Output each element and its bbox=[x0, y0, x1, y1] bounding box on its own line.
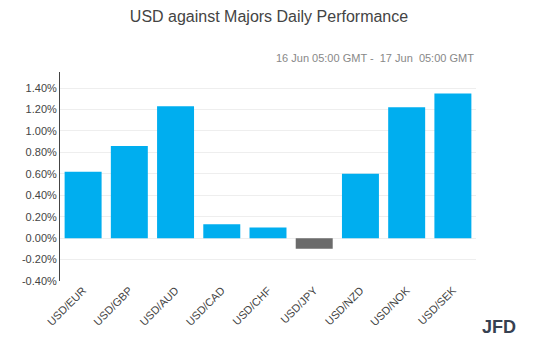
svg-text:USD/EUR: USD/EUR bbox=[45, 284, 89, 328]
svg-text:USD/GBP: USD/GBP bbox=[91, 284, 134, 327]
svg-text:0.00%: 0.00% bbox=[26, 232, 57, 244]
svg-text:-0.40%: -0.40% bbox=[22, 275, 57, 287]
svg-text:USD/AUD: USD/AUD bbox=[137, 284, 181, 328]
svg-text:0.80%: 0.80% bbox=[26, 146, 57, 158]
svg-text:USD/SEK: USD/SEK bbox=[416, 284, 459, 327]
svg-text:JFD: JFD bbox=[482, 317, 516, 337]
svg-text:USD against Majors Daily Perfo: USD against Majors Daily Performance bbox=[130, 8, 408, 25]
svg-text:USD/JPY: USD/JPY bbox=[278, 284, 320, 326]
svg-text:1.20%: 1.20% bbox=[26, 103, 57, 115]
svg-text:1.00%: 1.00% bbox=[26, 125, 57, 137]
svg-text:-0.20%: -0.20% bbox=[22, 253, 57, 265]
svg-text:USD/CHF: USD/CHF bbox=[230, 284, 273, 327]
svg-text:1.40%: 1.40% bbox=[26, 82, 57, 94]
svg-text:USD/NZD: USD/NZD bbox=[323, 284, 366, 327]
svg-text:0.40%: 0.40% bbox=[26, 189, 57, 201]
svg-text:0.60%: 0.60% bbox=[26, 168, 57, 180]
svg-text:USD/NOK: USD/NOK bbox=[368, 284, 412, 328]
svg-text:16 Jun 05:00 GMT - 17 Jun 05: 16 Jun 05:00 GMT - 17 Jun 05:00 GMT bbox=[276, 52, 474, 64]
svg-text:USD/CAD: USD/CAD bbox=[184, 284, 228, 328]
svg-text:0.20%: 0.20% bbox=[26, 211, 57, 223]
